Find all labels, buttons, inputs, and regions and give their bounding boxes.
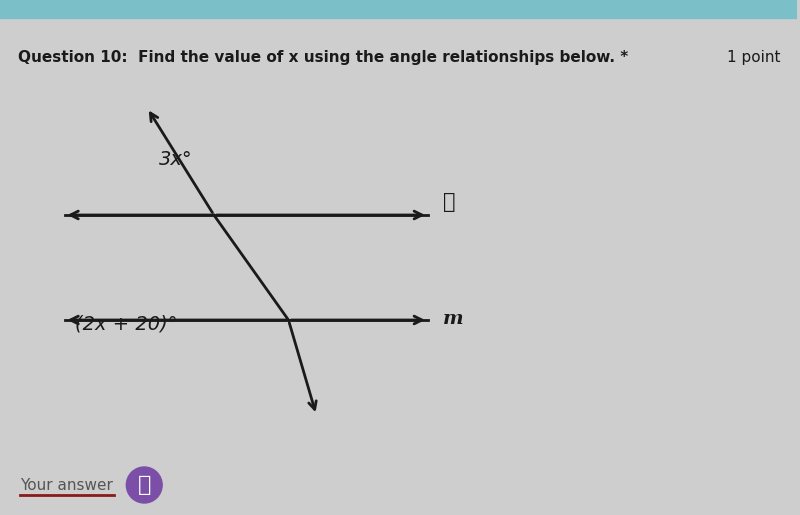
Text: Ⓜ: Ⓜ — [138, 475, 151, 495]
Text: (2x + 20)°: (2x + 20)° — [74, 315, 177, 334]
Circle shape — [126, 467, 162, 503]
Text: Your answer: Your answer — [20, 478, 113, 493]
Text: 3x°: 3x° — [159, 150, 193, 169]
Text: m: m — [442, 310, 463, 328]
Text: 1 point: 1 point — [727, 50, 781, 65]
Text: ℓ: ℓ — [442, 193, 455, 212]
Text: Question 10:  Find the value of x using the angle relationships below. *: Question 10: Find the value of x using t… — [18, 50, 628, 65]
